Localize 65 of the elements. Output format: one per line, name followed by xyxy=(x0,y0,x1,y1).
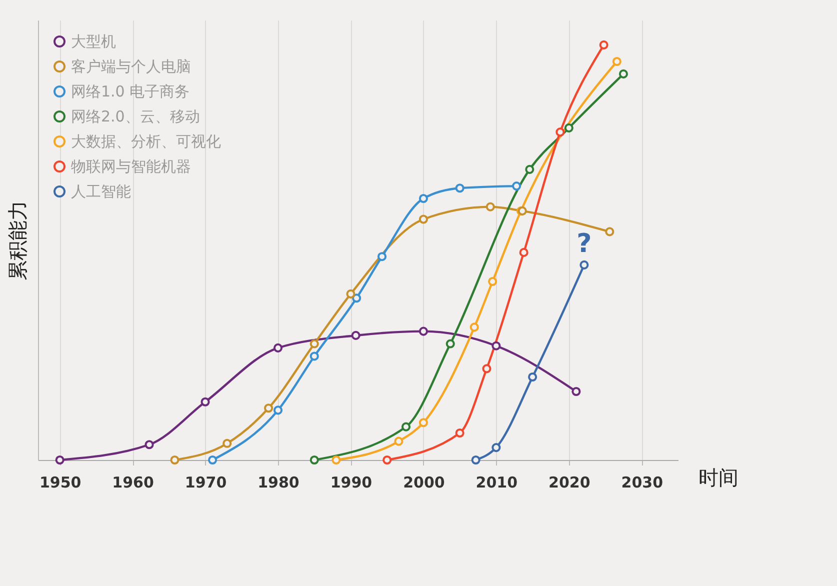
point xyxy=(170,455,180,465)
point xyxy=(377,252,387,262)
legend-label: 人工智能 xyxy=(71,182,131,200)
legend-label: 网络1.0 电子商务 xyxy=(71,82,190,100)
point xyxy=(273,406,283,415)
x-tick-label: 2020 xyxy=(548,474,590,492)
x-tick-label: 2030 xyxy=(621,474,664,492)
point xyxy=(612,56,622,66)
point xyxy=(418,214,428,224)
point xyxy=(208,455,218,465)
point xyxy=(455,184,464,193)
y-axis-title: 累积能力 xyxy=(6,200,30,280)
x-axis-title: 时间 xyxy=(698,466,738,490)
point xyxy=(394,436,404,446)
x-tick-label: 1960 xyxy=(112,474,154,492)
x-tick-label: 1980 xyxy=(258,474,300,492)
point xyxy=(273,343,283,352)
point xyxy=(264,404,274,413)
legend-label: 大数据、分析、可视化 xyxy=(71,132,221,150)
point xyxy=(144,440,154,450)
point xyxy=(564,123,574,132)
x-tick-label: 2010 xyxy=(476,474,518,492)
point xyxy=(352,294,362,303)
point xyxy=(605,227,614,236)
point xyxy=(486,202,495,212)
point xyxy=(310,339,319,348)
point xyxy=(492,341,501,350)
point xyxy=(599,40,608,50)
point xyxy=(482,364,492,374)
point xyxy=(418,326,428,336)
point xyxy=(525,164,534,174)
point xyxy=(512,182,522,191)
point xyxy=(528,372,538,382)
point xyxy=(446,339,455,348)
legend-label: 物联网与智能机器 xyxy=(71,158,191,176)
point xyxy=(572,386,581,396)
point xyxy=(310,352,319,361)
point xyxy=(346,289,356,298)
legend-label: 大型机 xyxy=(71,32,116,50)
point xyxy=(222,438,232,448)
point xyxy=(310,455,319,465)
point xyxy=(580,260,589,270)
point xyxy=(332,455,341,465)
legend-label: 客户端与个人电脑 xyxy=(71,58,191,76)
legend-label: 网络2.0、云、移动 xyxy=(71,108,200,126)
annotation: ? xyxy=(576,228,592,259)
point xyxy=(618,69,628,78)
point xyxy=(418,418,428,428)
point xyxy=(401,422,411,432)
point xyxy=(455,428,464,438)
x-tick-label: 1990 xyxy=(330,474,372,492)
point xyxy=(200,397,210,406)
point xyxy=(351,330,360,340)
point xyxy=(488,276,498,286)
point xyxy=(470,322,479,332)
x-tick-label: 2000 xyxy=(403,474,445,492)
point xyxy=(471,455,480,465)
point xyxy=(492,443,501,452)
point xyxy=(55,455,64,465)
point xyxy=(519,248,528,257)
x-tick-label: 1950 xyxy=(39,474,82,492)
x-tick-label: 1970 xyxy=(184,474,227,492)
point xyxy=(556,128,565,137)
point xyxy=(418,194,428,204)
point xyxy=(382,455,392,465)
